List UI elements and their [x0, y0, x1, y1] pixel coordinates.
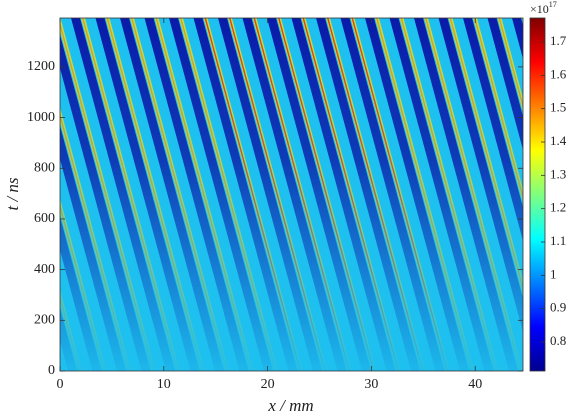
stripe-low — [60, 216, 102, 371]
colorbar-tick-label: 1 — [550, 266, 557, 281]
stripe-low — [487, 18, 523, 150]
stripe-peak — [60, 112, 130, 371]
stripe-high — [81, 18, 180, 371]
stripe-peak — [60, 21, 154, 371]
stripe-low — [242, 18, 347, 371]
stripe-low — [267, 18, 371, 371]
colorbar-tick-label: 0.9 — [550, 300, 566, 315]
stripe-low — [60, 307, 77, 371]
colorbar-tick-label: 1.4 — [550, 133, 567, 148]
stripe-high — [399, 18, 499, 371]
x-tick-label: 30 — [364, 377, 378, 392]
x-tick-label: 10 — [157, 377, 171, 392]
colorbar-tick-label: 0.8 — [550, 333, 566, 348]
stripe-peak — [60, 203, 105, 371]
colorbar-tick-label: 1.1 — [550, 233, 566, 248]
stripe-high — [60, 107, 131, 371]
stripe-peak — [229, 18, 326, 371]
colorbar-tick-label: 1.2 — [550, 200, 566, 215]
stripe-low — [144, 18, 249, 371]
multiplier: ×10 — [530, 2, 549, 16]
x-tick-label: 20 — [261, 377, 275, 392]
x-axis-label: x / mm — [267, 396, 313, 415]
stripe-peak — [474, 18, 523, 201]
y-tick-label: 400 — [34, 262, 55, 277]
stripe-peak — [155, 18, 252, 371]
y-tick-label: 1200 — [27, 59, 55, 74]
stripe-low — [169, 18, 273, 371]
stripe-low — [95, 18, 200, 371]
stripe-high — [60, 18, 156, 371]
stripe-low — [60, 125, 126, 371]
stripe-peak — [376, 18, 473, 371]
stripe-low — [120, 18, 224, 371]
y-tick-label: 1000 — [27, 110, 55, 125]
colorbar-tick-label: 1.6 — [550, 66, 567, 81]
stripe-peak — [572, 18, 583, 371]
stripe-peak — [131, 18, 228, 371]
stripe-peak — [82, 18, 179, 371]
stripe-low — [316, 18, 420, 371]
y-tick-label: 200 — [34, 313, 55, 328]
stripe-high — [448, 18, 523, 295]
stripe-peak — [498, 18, 523, 110]
colorbar — [529, 17, 546, 372]
stripe-low — [291, 18, 396, 371]
stripe-low — [512, 18, 523, 59]
y-tick-label: 800 — [34, 160, 55, 175]
y-tick-label: 0 — [48, 363, 55, 378]
stripe-peak — [278, 18, 375, 371]
stripe-low — [365, 18, 469, 371]
stripe-high — [571, 18, 583, 371]
stripe-peak — [60, 294, 81, 371]
stripe-low — [463, 18, 523, 241]
stripe-low — [340, 18, 445, 371]
stripe-low — [218, 18, 322, 371]
x-tick-label: 40 — [468, 377, 482, 392]
stripe-peak — [449, 18, 523, 292]
stripe-peak — [253, 18, 350, 371]
stripe-high — [473, 18, 523, 204]
stripe-peak — [425, 18, 522, 371]
stripe-low — [414, 18, 518, 371]
stripe-high — [130, 18, 229, 371]
y-tick-label: 600 — [34, 211, 55, 226]
stripe-low — [193, 18, 298, 371]
stripe-high — [497, 18, 523, 113]
stripe-high — [60, 198, 107, 371]
colorbar-tick-label: 1.5 — [550, 100, 566, 115]
heatmap — [60, 18, 583, 371]
stripe-peak — [106, 18, 203, 371]
stripe-high — [424, 18, 523, 371]
stripe-low — [71, 18, 175, 371]
stripe-peak — [327, 18, 424, 371]
stripe-high — [375, 18, 474, 371]
exponent: 17 — [549, 0, 557, 9]
colorbar-tick-label: 1.7 — [550, 33, 567, 48]
stripe-high — [179, 18, 278, 371]
y-axis-label: t / ns — [3, 177, 22, 210]
stripe-peak — [180, 18, 277, 371]
colorbar-tick-label: 1.3 — [550, 166, 566, 181]
stripe-peak — [302, 18, 399, 371]
heatmap-pattern — [60, 18, 583, 371]
stripe-high — [105, 18, 205, 371]
stripe-low — [438, 18, 523, 332]
plot-frame — [59, 17, 524, 372]
stripe-peak — [351, 18, 448, 371]
stripe-low — [60, 34, 151, 371]
stripe-high — [60, 289, 82, 371]
colorbar-multiplier: ×1017 — [530, 0, 557, 16]
x-tick-label: 0 — [57, 377, 64, 392]
stripe-high — [154, 18, 254, 371]
stripe-peak — [400, 18, 497, 371]
stripe-low — [389, 18, 494, 371]
stripe-peak — [204, 18, 301, 371]
